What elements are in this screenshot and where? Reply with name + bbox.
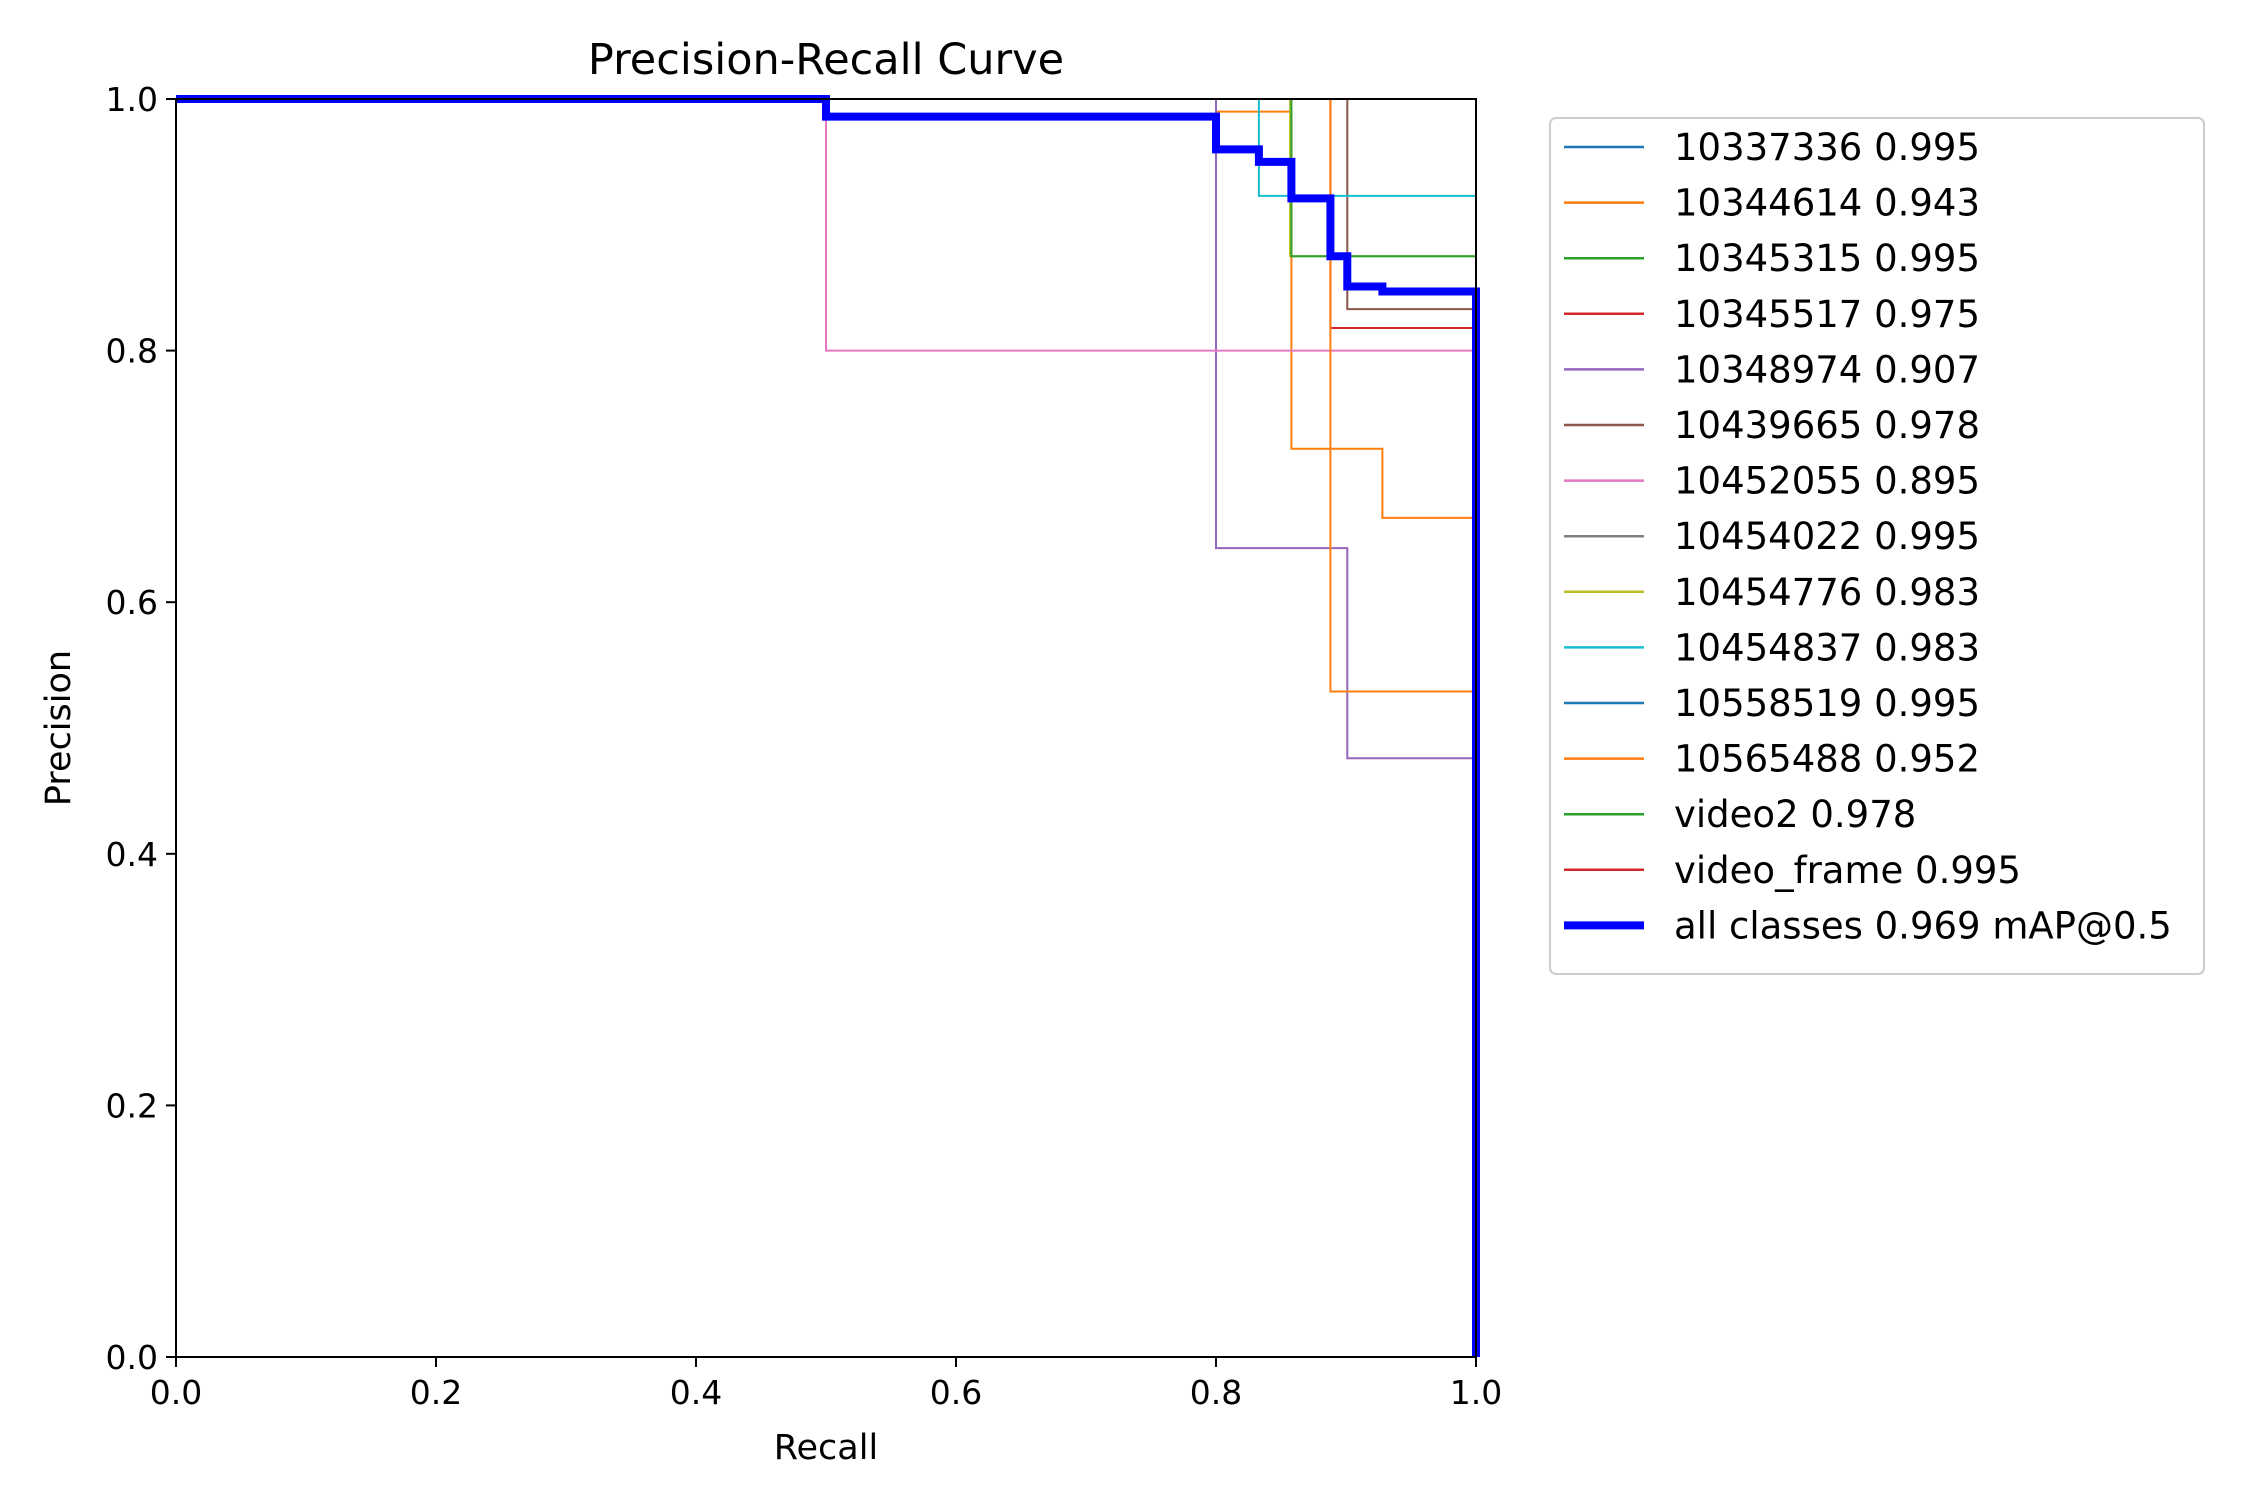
x-tick-label: 0.6	[930, 1373, 982, 1412]
x-axis-ticks: 0.0 0.2 0.4 0.6 0.8 1.0	[150, 1357, 1502, 1412]
legend-label-13: video_frame 0.995	[1674, 849, 2021, 892]
y-tick-label: 0.0	[106, 1338, 158, 1377]
axes-frame	[175, 98, 1477, 1358]
legend-label-1: 10344614 0.943	[1674, 182, 1980, 225]
series-line-14	[176, 95, 1480, 1357]
legend-label-12: video2 0.978	[1674, 793, 1916, 836]
series-layer	[176, 95, 1480, 1357]
legend-box	[1549, 117, 2205, 975]
legend-label-7: 10454022 0.995	[1674, 515, 1980, 558]
legend: 10337336 0.995 10344614 0.943 10345315 0.9…	[1549, 117, 2205, 975]
x-tick-label: 0.2	[410, 1373, 462, 1412]
legend-label-4: 10348974 0.907	[1674, 348, 1980, 391]
legend-label-11: 10565488 0.952	[1674, 738, 1980, 781]
y-tick-label: 1.0	[106, 80, 158, 119]
series-line-6	[176, 98, 1477, 1357]
legend-label-6: 10452055 0.895	[1674, 460, 1980, 503]
y-axis-ticks: 0.0 0.2 0.4 0.6 0.8 1.0	[106, 80, 176, 1377]
legend-label-8: 10454776 0.983	[1674, 571, 1980, 614]
legend-label-3: 10345517 0.975	[1674, 293, 1980, 336]
chart-title: Precision-Recall Curve	[588, 35, 1064, 85]
x-axis-label: Recall	[774, 1428, 878, 1468]
legend-label-5: 10439665 0.978	[1674, 404, 1980, 447]
x-tick-label: 1.0	[1450, 1373, 1502, 1412]
legend-label-14: all classes 0.969 mAP@0.5	[1674, 904, 2172, 947]
legend-label-2: 10345315 0.995	[1674, 237, 1980, 280]
x-tick-label: 0.4	[670, 1373, 722, 1412]
legend-label-0: 10337336 0.995	[1674, 126, 1980, 169]
y-tick-label: 0.6	[106, 583, 158, 622]
y-tick-label: 0.2	[106, 1086, 158, 1125]
y-tick-label: 0.4	[106, 835, 158, 874]
legend-label-9: 10454837 0.983	[1674, 626, 1980, 669]
y-axis-label: Precision	[39, 650, 79, 806]
x-tick-label: 0.0	[150, 1373, 202, 1412]
y-tick-label: 0.8	[106, 332, 158, 371]
x-tick-label: 0.8	[1190, 1373, 1242, 1412]
legend-label-10: 10558519 0.995	[1674, 682, 1980, 725]
